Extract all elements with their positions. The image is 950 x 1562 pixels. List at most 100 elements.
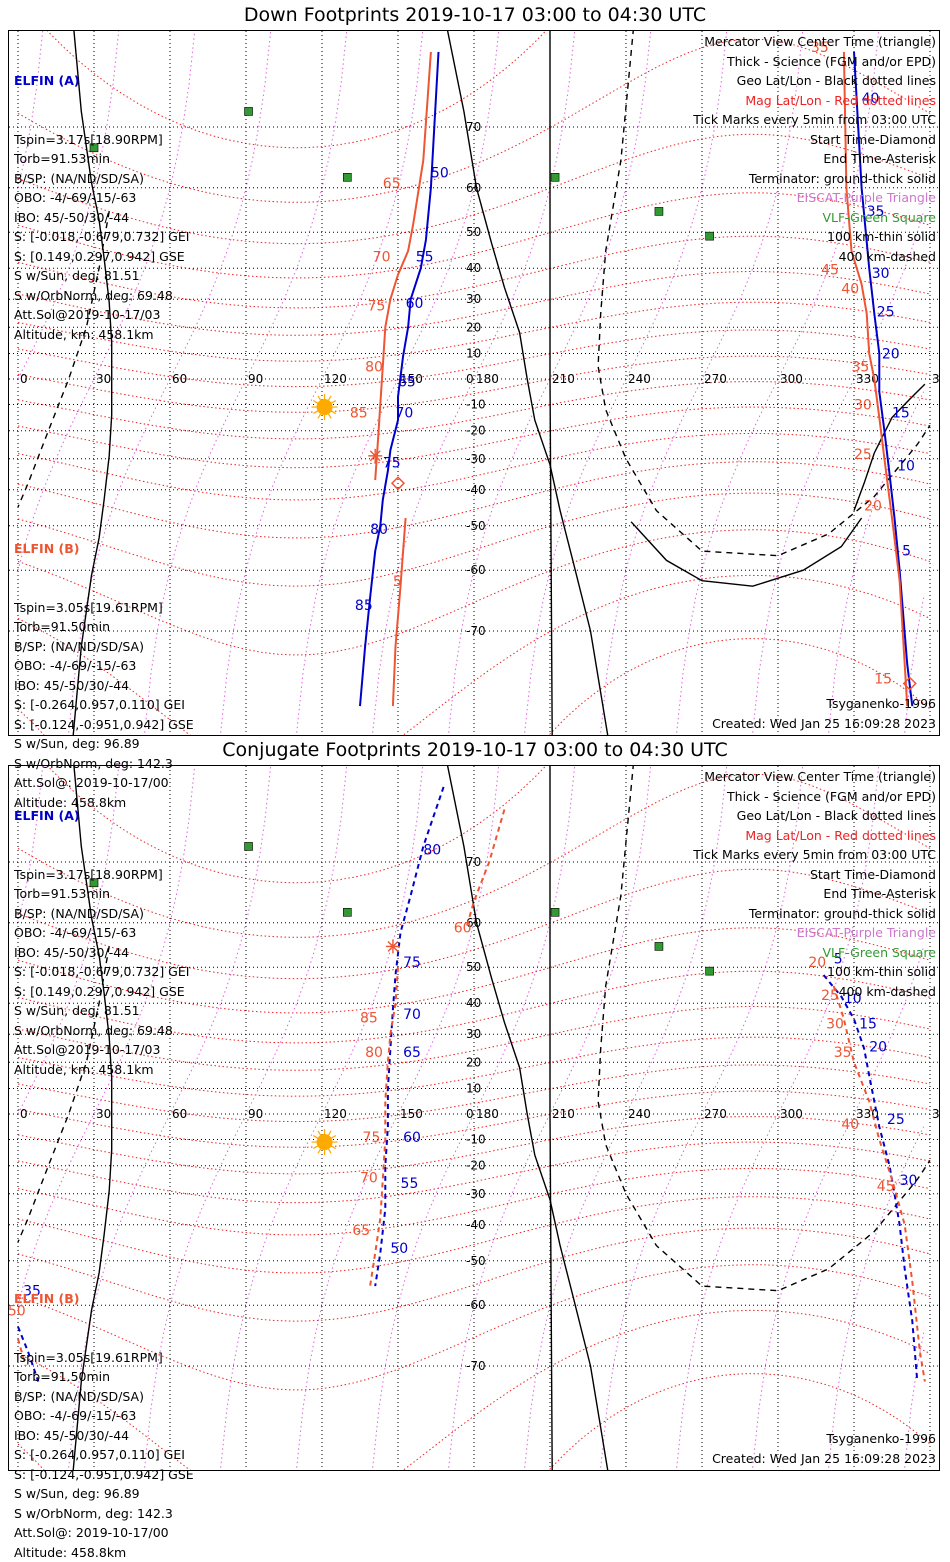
legend-item: 400 km-dashed bbox=[693, 247, 936, 267]
info-line: S: [-0.018,-0.679,0.732] GEI bbox=[14, 962, 189, 982]
legend-item: Tick Marks every 5min from 03:00 UTC bbox=[693, 110, 936, 130]
lon-tick-label: 60 bbox=[172, 372, 187, 386]
lat-tick-label: -70 bbox=[466, 624, 486, 638]
orbit-tick-label: 60 bbox=[403, 1130, 421, 1146]
lat-tick-label: -40 bbox=[466, 1218, 486, 1232]
legend-item: Thick - Science (FGM and/or EPD) bbox=[693, 52, 936, 72]
orbit-tick-label: 60 bbox=[454, 921, 472, 937]
info-line: IBO: 45/-50/30/-44 bbox=[14, 208, 189, 228]
orbit-tick-label: 20 bbox=[864, 499, 882, 515]
lat-tick-label: 50 bbox=[466, 960, 481, 974]
legend-item: 400 km-dashed bbox=[693, 982, 936, 1002]
lat-tick-label: -20 bbox=[466, 1159, 486, 1173]
info-line: S w/Sun, deg: 81.51 bbox=[14, 1001, 189, 1021]
info-line: Torb=91.50min bbox=[14, 617, 194, 637]
lat-tick-label: -10 bbox=[466, 397, 486, 411]
info-line: S: [-0.264,0.957,0.110] GEI bbox=[14, 1445, 194, 1465]
vlf-marker bbox=[245, 107, 253, 115]
legend-item: EISCAT-Purple Triangle bbox=[693, 923, 936, 943]
legend-item: Thick - Science (FGM and/or EPD) bbox=[693, 787, 936, 807]
orbit-tick-label: 65 bbox=[352, 1223, 370, 1239]
info-line: Torb=91.53min bbox=[14, 149, 189, 169]
orbit-tick-label: 35 bbox=[834, 1045, 852, 1061]
legend-item: Terminator: ground-thick solid bbox=[693, 904, 936, 924]
orbit-tick-label: 75 bbox=[368, 299, 386, 315]
lon-tick-label: 180 bbox=[476, 372, 499, 386]
info-line: Torb=91.53min bbox=[14, 884, 189, 904]
orbit-tick-label: 20 bbox=[869, 1039, 887, 1055]
legend-item: Mag Lat/Lon - Red dotted lines bbox=[693, 91, 936, 111]
created-label: Created: Wed Jan 25 16:09:28 2023 bbox=[712, 1451, 936, 1466]
lon-tick-label: 270 bbox=[704, 372, 727, 386]
vlf-marker bbox=[245, 842, 253, 850]
info-line: S: [0.149,0.297,0.942] GSE bbox=[14, 982, 189, 1002]
legend-item: Tick Marks every 5min from 03:00 UTC bbox=[693, 845, 936, 865]
lat-tick-label: -30 bbox=[466, 1187, 486, 1201]
lat-tick-label: 40 bbox=[466, 996, 481, 1010]
lon-tick-label: 30 bbox=[96, 372, 111, 386]
orbit-tick-label: 30 bbox=[826, 1016, 844, 1032]
orbit-tick-label: 80 bbox=[365, 359, 383, 375]
lon-tick-label: 0 bbox=[20, 1107, 28, 1121]
lat-tick-label: 20 bbox=[466, 1055, 481, 1069]
legend-item: Mercator View Center Time (triangle) bbox=[693, 32, 936, 52]
vlf-marker bbox=[343, 908, 351, 916]
orbit-tick-label: 25 bbox=[854, 447, 872, 463]
legend-item: Start Time-Diamond bbox=[693, 130, 936, 150]
orbit-tick-label: 70 bbox=[395, 405, 413, 421]
orbit-tick-label: 70 bbox=[373, 250, 391, 266]
info-line: S: [-0.264,0.957,0.110] GEI bbox=[14, 695, 194, 715]
orbit-tick-label: 25 bbox=[877, 304, 895, 320]
orbit-tick-label: 45 bbox=[877, 1179, 895, 1195]
lat-tick-label: -50 bbox=[466, 519, 486, 533]
lat-tick-label: -10 bbox=[466, 1132, 486, 1146]
lon-tick-label: 300 bbox=[780, 372, 803, 386]
lon-tick-label: 240 bbox=[628, 372, 651, 386]
vlf-marker bbox=[551, 908, 559, 916]
orbit-tick-label: 70 bbox=[403, 1007, 421, 1023]
info-line: S w/OrbNorm, deg: 69.48 bbox=[14, 286, 189, 306]
lon-tick-label: 240 bbox=[628, 1107, 651, 1121]
legend: Mercator View Center Time (triangle)Thic… bbox=[693, 32, 936, 266]
lon-tick-label: 270 bbox=[704, 1107, 727, 1121]
orbit-tick-label: 5 bbox=[902, 544, 911, 560]
lat-tick-label: -60 bbox=[466, 563, 486, 577]
orbit-tick-label: 85 bbox=[350, 405, 368, 421]
legend-item: End Time-Asterisk bbox=[693, 884, 936, 904]
elfin-a-info: ELFIN (A) Tspin=3.17s[18.90RPM]Torb=91.5… bbox=[14, 32, 189, 344]
orbit-tick-label: 65 bbox=[398, 375, 416, 391]
elfin-a-header: ELFIN (A) bbox=[14, 71, 189, 91]
info-line: Att.Sol@2019-10-17/03 bbox=[14, 1040, 189, 1060]
vlf-marker bbox=[655, 207, 663, 215]
lon-tick-label: 180 bbox=[476, 1107, 499, 1121]
info-line: Att.Sol@2019-10-17/03 bbox=[14, 305, 189, 325]
lat-tick-label: 30 bbox=[466, 1027, 481, 1041]
orbit-tick-label: 50 bbox=[431, 165, 449, 181]
elfin-a-header: ELFIN (A) bbox=[14, 806, 189, 826]
info-line: Altitude: 458.8km bbox=[14, 1543, 194, 1562]
orbit-tick-label: 80 bbox=[365, 1045, 383, 1061]
orbit-tick-label: 15 bbox=[892, 405, 910, 421]
orbit-tick-label: 75 bbox=[383, 456, 401, 472]
info-line: B/SP: (NA/ND/SD/SA) bbox=[14, 904, 189, 924]
lon-tick-label: 120 bbox=[324, 1107, 347, 1121]
info-line: OBO: -4/-69/-15/-63 bbox=[14, 1406, 194, 1426]
orbit-track bbox=[393, 518, 406, 706]
orbit-tick-label: 70 bbox=[360, 1170, 378, 1186]
terminator-line bbox=[631, 518, 862, 586]
orbit-tick-label: 30 bbox=[900, 1173, 918, 1189]
lon-tick-label: 120 bbox=[324, 372, 347, 386]
info-line: Att.Sol@: 2019-10-17/00 bbox=[14, 1523, 194, 1543]
orbit-tick-label: 10 bbox=[897, 459, 915, 475]
orbit-tick-label: 50 bbox=[390, 1241, 408, 1257]
legend-item: VLF-Green Square bbox=[693, 208, 936, 228]
vlf-marker bbox=[551, 173, 559, 181]
info-line: S w/OrbNorm, deg: 69.48 bbox=[14, 1021, 189, 1041]
info-line: S w/OrbNorm, deg: 142.3 bbox=[14, 1504, 194, 1524]
lat-tick-label: -40 bbox=[466, 483, 486, 497]
info-line: IBO: 45/-50/30/-44 bbox=[14, 1426, 194, 1446]
model-label: Tsyganenko-1996 bbox=[826, 1431, 936, 1446]
orbit-tick-label: 65 bbox=[403, 1045, 421, 1061]
lat-tick-label: 10 bbox=[466, 1082, 481, 1096]
terminator-line bbox=[436, 735, 616, 1485]
